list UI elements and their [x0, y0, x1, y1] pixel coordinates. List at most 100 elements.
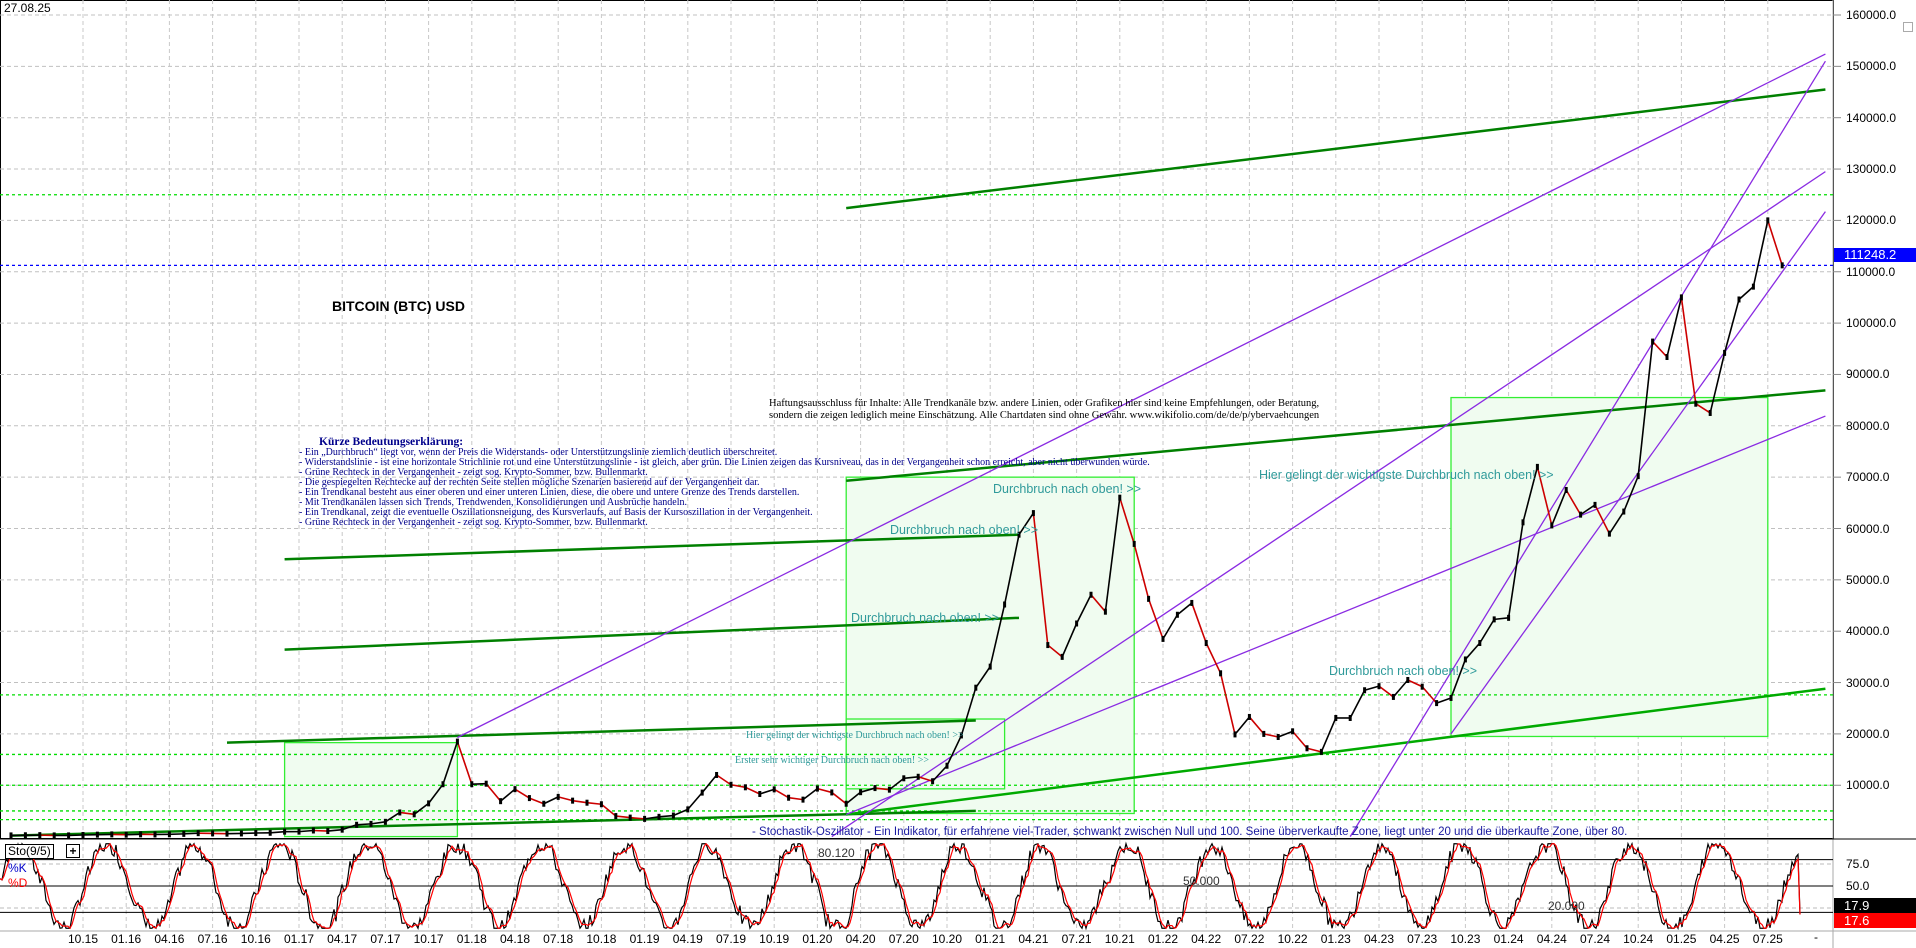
price-segment: [960, 687, 977, 736]
x-tick-label: 04.24: [1536, 932, 1567, 946]
price-candle: [844, 800, 848, 807]
price-segment: [1551, 489, 1567, 526]
price-segment: [1695, 403, 1711, 414]
osc-inner-label: 50.000: [1183, 874, 1220, 888]
price-candle: [628, 814, 632, 821]
y-tick-label: 70000.0: [1846, 470, 1890, 485]
price-candle: [527, 795, 531, 802]
price-segment: [1090, 594, 1107, 613]
price-candle: [643, 815, 647, 822]
price-candle: [945, 762, 949, 769]
collapse-icon[interactable]: [1903, 22, 1913, 32]
price-segment: [630, 816, 645, 820]
y-tick-label: 60000.0: [1846, 521, 1890, 536]
price-candle: [1031, 510, 1035, 517]
oscillator-expand-button[interactable]: +: [66, 844, 80, 858]
price-candle: [139, 831, 143, 838]
legend-line: - Grüne Rechteck in der Vergangenheit - …: [299, 467, 648, 478]
stoch-k-line: [0, 841, 1801, 931]
price-segment: [1205, 642, 1222, 674]
x-tick-label: 07.21: [1061, 932, 1092, 946]
x-tick-label: 10.19: [759, 932, 790, 946]
price-candle: [1190, 599, 1194, 606]
price-candle: [513, 786, 517, 793]
price-candle: [1708, 409, 1712, 416]
x-tick-label: 01.23: [1320, 932, 1351, 946]
price-candle: [1132, 540, 1136, 547]
price-candle: [326, 828, 330, 835]
price-segment: [687, 792, 703, 810]
price-segment: [1133, 543, 1150, 600]
stoch-k-label: %K: [8, 861, 27, 875]
oscillator-name[interactable]: Sto(9/5): [5, 844, 54, 859]
legend-line: - Ein Trendkanal, zeigt die eventuelle O…: [299, 507, 813, 518]
x-tick-label: 01.16: [111, 932, 142, 946]
price-segment: [427, 783, 444, 804]
price-segment: [370, 821, 386, 825]
price-candle: [355, 821, 359, 828]
price-candle: [758, 790, 762, 797]
y-tick-label: 160000.0: [1846, 8, 1897, 22]
price-candle: [412, 811, 416, 818]
x-tick-label: 01.22: [1147, 932, 1179, 946]
price-segment: [860, 787, 876, 793]
trend-line: [846, 88, 1826, 210]
x-tick-label: 10.17: [413, 932, 444, 946]
x-tick-label: 01.17: [283, 932, 315, 946]
bull-market-zone: [1450, 396, 1769, 738]
price-segment: [1421, 686, 1438, 704]
price-candle: [1319, 748, 1323, 755]
price-candle: [1003, 601, 1007, 608]
osc-inner-label: 80.120: [818, 846, 855, 860]
price-candle: [671, 812, 675, 819]
price-segment: [773, 788, 790, 799]
price-candle: [1535, 463, 1539, 470]
price-segment: [442, 741, 459, 785]
price-segment: [384, 811, 401, 823]
price-candle: [484, 780, 488, 787]
price-segment: [456, 741, 473, 785]
legend-block: Kürze Bedeutungserklärung: - Ein „Durchb…: [299, 436, 1150, 528]
price-segment: [1536, 466, 1553, 526]
price-candle: [1507, 614, 1511, 621]
price-segment: [658, 814, 674, 818]
x-tick-label: 07.24: [1579, 932, 1611, 946]
price-candle: [787, 794, 791, 801]
price-candle: [657, 813, 661, 820]
price-candle: [902, 775, 906, 782]
price-candle: [52, 832, 56, 839]
price-candle: [1622, 508, 1626, 515]
price-candle: [81, 831, 85, 838]
price-candle: [1751, 283, 1755, 290]
price-candle: [1391, 693, 1395, 700]
price-candle: [1334, 714, 1338, 721]
trend-channel-line: [845, 415, 1826, 816]
price-candle: [340, 826, 344, 833]
price-segment: [586, 801, 602, 806]
annotation-first-important: Erster sehr wichtiger Durchbruch nach ob…: [735, 755, 929, 766]
x-tick-label: 01.25: [1666, 932, 1697, 946]
price-candle: [1449, 694, 1453, 701]
price-candle: [268, 829, 272, 836]
price-candle: [1305, 745, 1309, 752]
stoch-d-line: [0, 842, 1801, 930]
legend-line: - Ein Trendkanal besteht aus einer obere…: [299, 487, 800, 498]
price-segment: [1320, 717, 1337, 753]
price-segment: [1608, 511, 1625, 535]
price-candle: [801, 796, 805, 803]
x-tick-label: 04.25: [1709, 932, 1740, 946]
trend-line: [10, 809, 976, 837]
price-segment: [543, 796, 559, 805]
price-candle: [959, 732, 963, 739]
price-candle: [455, 738, 459, 745]
price-segment: [888, 777, 905, 791]
price-segment: [341, 824, 357, 831]
osc-level-label: 50.0: [1846, 879, 1870, 893]
price-candle: [1017, 531, 1021, 538]
x-tick-label: 10.24: [1623, 932, 1654, 946]
price-segment: [845, 791, 862, 805]
price-segment: [1392, 679, 1409, 698]
price-candle: [1046, 642, 1050, 649]
